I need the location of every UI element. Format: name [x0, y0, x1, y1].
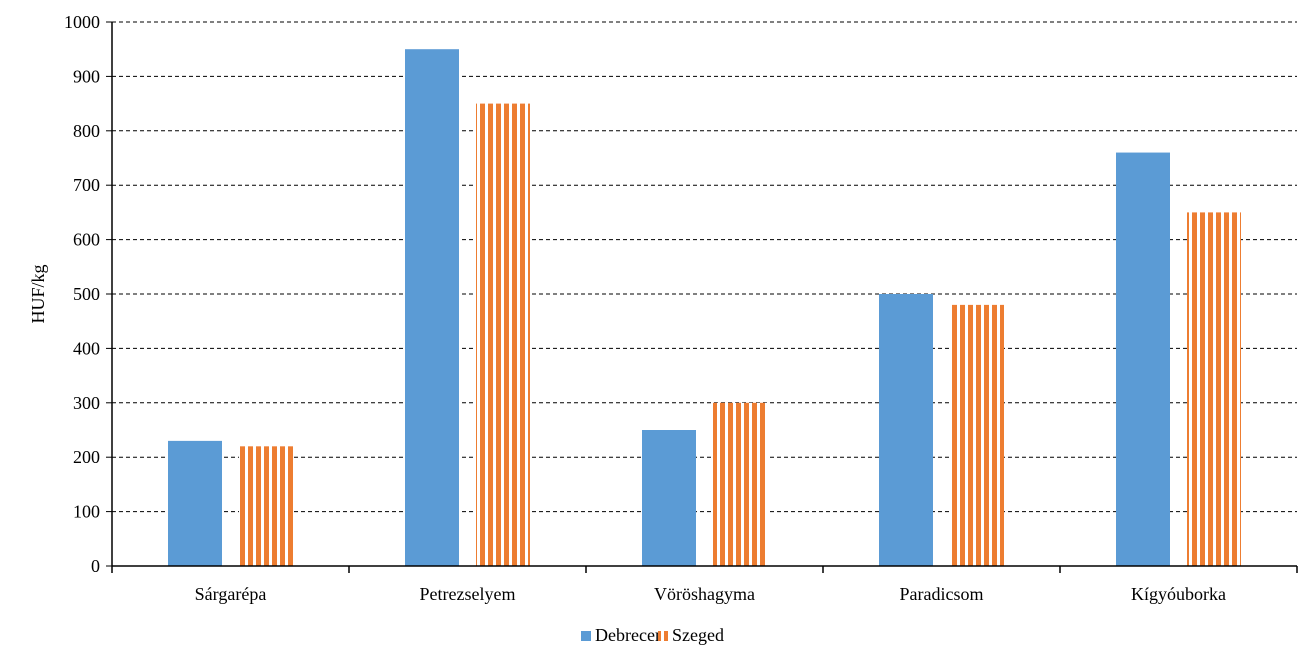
legend-swatch-debrecen: [581, 631, 591, 641]
x-tick-label: Sárgarépa: [195, 584, 267, 604]
y-axis-title: HUF/kg: [28, 264, 48, 323]
bar-debrecen-2: [642, 430, 696, 566]
bar-szeged-4: [1187, 212, 1241, 566]
bar-szeged-3: [950, 304, 1004, 566]
axes: [111, 22, 1298, 573]
bar-szeged-2: [713, 402, 767, 566]
y-tick-label: 900: [73, 66, 100, 86]
bar-szeged-1: [476, 103, 530, 566]
legend: Debrecen Szeged: [581, 625, 724, 645]
x-tick-label: Petrezselyem: [420, 584, 516, 604]
y-tick-label: 400: [73, 338, 100, 358]
y-tick-label: 100: [73, 502, 100, 522]
y-tick-label: 800: [73, 121, 100, 141]
bar-debrecen-1: [405, 49, 459, 566]
x-tick-label: Vöröshagyma: [654, 584, 755, 604]
legend-label: Szeged: [672, 625, 724, 645]
legend-label: Debrecen: [595, 625, 664, 645]
bar-debrecen-3: [879, 294, 933, 566]
y-tick-label: 600: [73, 230, 100, 250]
y-tick-label: 1000: [64, 12, 100, 32]
bar-debrecen-4: [1116, 152, 1170, 566]
bar-debrecen-0: [168, 440, 222, 566]
x-tick-labels: Sárgarépa Petrezselyem Vöröshagyma Paradics…: [195, 584, 1226, 604]
legend-swatch-szeged: [658, 631, 668, 641]
y-tick-label: 0: [91, 556, 100, 576]
y-tick-label: 500: [73, 284, 100, 304]
bars: [168, 49, 1241, 566]
y-tick-label: 700: [73, 175, 100, 195]
bar-szeged-0: [239, 446, 293, 566]
y-tick-label: 300: [73, 393, 100, 413]
y-tick-label: 200: [73, 447, 100, 467]
y-tick-labels: 0 100 200 300 400 500 600 700 800 900 1000: [64, 12, 100, 576]
gridlines: [106, 21, 1297, 567]
x-tick-label: Kígyóuborka: [1131, 584, 1226, 604]
x-tick-label: Paradicsom: [900, 584, 984, 604]
